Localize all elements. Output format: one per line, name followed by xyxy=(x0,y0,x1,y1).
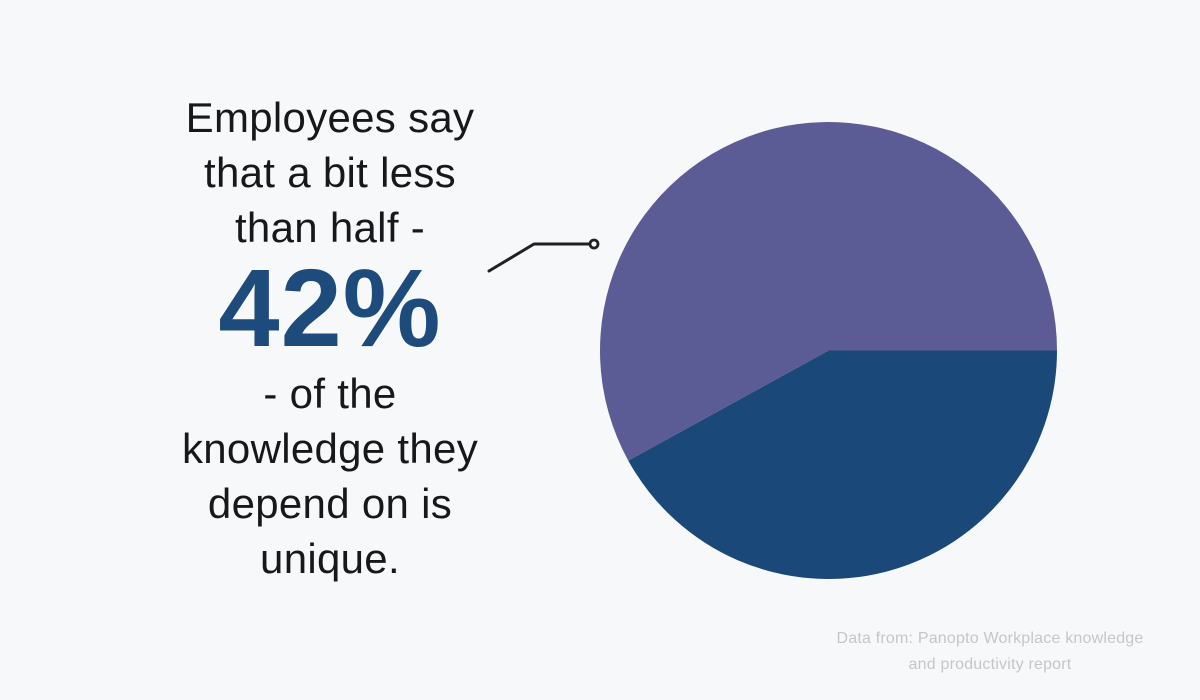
stat-intro-line: Employees say xyxy=(185,94,475,141)
callout-connector xyxy=(487,238,600,273)
pie-slice-knowledge-that-is-unique xyxy=(628,350,1057,579)
callout-line xyxy=(487,242,592,273)
stat-text-block: Employees say that a bit less than half … xyxy=(130,90,530,586)
stat-value: 42% xyxy=(218,247,442,370)
data-source-line: and productivity report xyxy=(908,656,1072,673)
pie-chart xyxy=(600,122,1057,579)
callout-endpoint-dot xyxy=(588,238,600,250)
stat-outro-line: depend on is xyxy=(207,480,453,527)
data-source-line: Data from: Panopto Workplace knowledge xyxy=(836,630,1144,647)
data-source-note: Data from: Panopto Workplace knowledge a… xyxy=(790,626,1190,678)
pie-slice-remaining-knowledge xyxy=(600,122,1057,461)
stat-intro-line: that a bit less xyxy=(204,149,456,196)
stat-intro-line: than half - xyxy=(234,204,426,251)
stat-outro-line: knowledge they xyxy=(181,425,479,472)
stat-outro-line: - of the xyxy=(263,370,397,417)
stat-outro-line: unique. xyxy=(260,535,400,582)
